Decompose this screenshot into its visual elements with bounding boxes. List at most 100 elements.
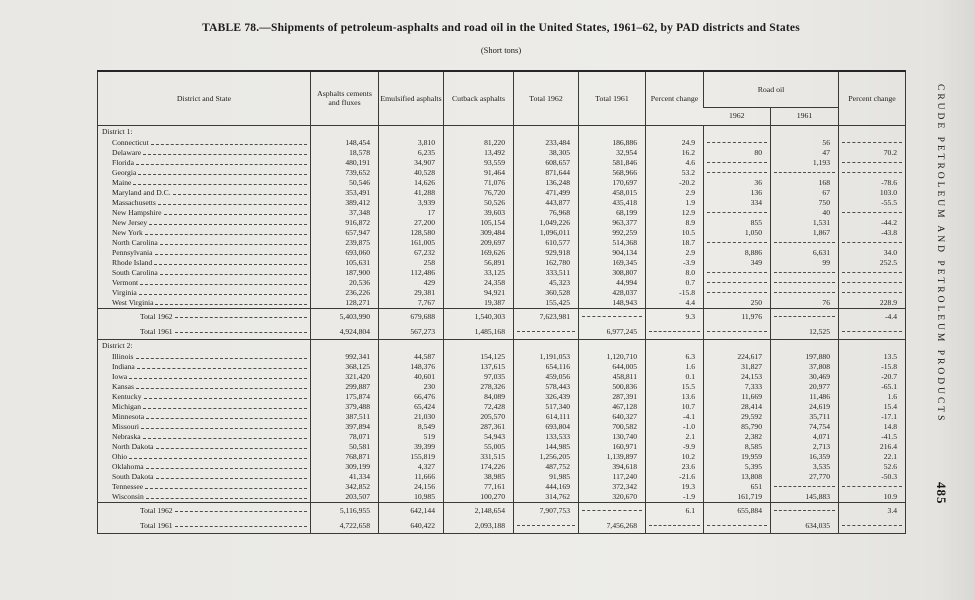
side-running-title: CRUDE PETROLEUM AND PETROLEUM PRODUCTS [935, 84, 945, 424]
row-label: Rhode Island [98, 258, 311, 268]
cell-value: 53.2 [645, 167, 704, 178]
cell-value: 1.6 [645, 361, 704, 372]
row-label: Oklahoma [98, 462, 311, 472]
leader-dots [842, 282, 903, 283]
cell-value: 24,619 [769, 401, 839, 412]
leader-dots [842, 162, 903, 163]
leader-dots [842, 330, 903, 332]
cell-value: 133,533 [513, 431, 579, 442]
cell-value: 71,076 [443, 177, 514, 188]
cell-value: 634,035 [769, 517, 839, 534]
leader-dots [842, 142, 903, 143]
table-row: Rhode Island 105,631 258 56,891 162,780 169,3… [98, 257, 906, 268]
cell-value: 10.2 [645, 451, 704, 462]
cell-value: 1,867 [769, 227, 839, 238]
leader-dots [142, 437, 307, 439]
cell-value: 6,977,245 [578, 323, 646, 340]
cell-value: 2,148,654 [443, 501, 514, 518]
cell-value: 2.1 [645, 431, 704, 442]
cell-value: 11,976 [703, 307, 771, 324]
cell-value: 349 [703, 257, 771, 268]
cell-value: 2,093,188 [443, 517, 514, 534]
leader-dots [144, 233, 307, 235]
cell-value: 654,116 [513, 361, 579, 372]
cell-value [769, 501, 839, 518]
leader-dots [143, 153, 307, 155]
cell-value: 29,381 [378, 287, 444, 298]
row-label: Connecticut [98, 138, 311, 148]
cell-value: 136,248 [513, 177, 579, 188]
row-label: Michigan [98, 402, 311, 412]
cell-value: 11,666 [378, 471, 444, 482]
cell-value [769, 267, 839, 278]
cell-value: 24,358 [443, 277, 514, 288]
cell-value: 144,985 [513, 441, 579, 452]
cell-value: 100,270 [443, 491, 514, 502]
cell-value [769, 307, 839, 324]
leader-dots [135, 357, 307, 359]
cell-value: 50,546 [310, 177, 379, 188]
cell-value: 651 [703, 481, 771, 492]
leader-dots [174, 317, 307, 318]
empty-cell [703, 339, 771, 352]
cell-value: 14,626 [378, 177, 444, 188]
cell-value: 186,886 [578, 137, 646, 148]
leader-dots [154, 263, 307, 265]
cell-value: 739,652 [310, 167, 379, 178]
cell-value: -15.8 [838, 361, 906, 372]
cell-value [513, 323, 579, 340]
leader-dots [155, 477, 307, 479]
cell-value: 1,191,053 [513, 351, 579, 362]
cell-value [703, 267, 771, 278]
table-row: Iowa 321,420 40,601 97,035 459,056 458,811 0.1… [98, 371, 906, 382]
table-row: New Jersey 916,872 27,200 105,154 1,049,226 9… [98, 217, 906, 228]
cell-value: 443,877 [513, 197, 579, 208]
cell-value: 471,499 [513, 187, 579, 198]
cell-value: 963,377 [578, 217, 646, 228]
cell-value: 22.1 [838, 451, 906, 462]
table-row: Indiana 368,125 148,376 137,615 654,116 644,0… [98, 361, 906, 372]
cell-value: 44,994 [578, 277, 646, 288]
cell-value: 679,688 [378, 307, 444, 324]
cell-value: 1,139,897 [578, 451, 646, 462]
cell-value: 168 [769, 177, 839, 188]
row-label: South Carolina [98, 268, 311, 278]
cell-value: 145,883 [769, 491, 839, 502]
cell-value: 2.9 [645, 187, 704, 198]
table-row: Illinois 992,341 44,587 154,125 1,191,053 1,1… [98, 351, 906, 362]
cell-value: 13.5 [838, 351, 906, 362]
cell-value [838, 157, 906, 168]
cell-value: 30,469 [769, 371, 839, 382]
leader-dots [842, 172, 903, 173]
cell-value: 1,049,226 [513, 217, 579, 228]
empty-cell [378, 339, 444, 352]
leader-dots [163, 213, 307, 215]
cell-value: 614,111 [513, 411, 579, 422]
cell-value: -44.2 [838, 217, 906, 228]
cell-value: 130,740 [578, 431, 646, 442]
cell-value [838, 481, 906, 492]
cell-value: 4,722,658 [310, 517, 379, 534]
cell-value: 148,454 [310, 137, 379, 148]
cell-value [703, 323, 771, 340]
cell-value: 8.9 [645, 217, 704, 228]
leader-dots [774, 282, 836, 283]
cell-value: 855 [703, 217, 771, 228]
col-header-total-1961: Total 1961 [578, 71, 646, 126]
empty-cell [769, 339, 839, 352]
cell-value: 389,412 [310, 197, 379, 208]
cell-value: 36 [703, 177, 771, 188]
cell-value: 1.6 [838, 391, 906, 402]
cell-value: 320,670 [578, 491, 646, 502]
cell-value: 0.1 [645, 371, 704, 382]
leader-dots [707, 162, 767, 163]
cell-value: 379,488 [310, 401, 379, 412]
leader-dots [774, 315, 836, 317]
cell-value: 19,959 [703, 451, 771, 462]
cell-value: 21,030 [378, 411, 444, 422]
col-header-state: District and State [97, 71, 311, 126]
cell-value [703, 167, 771, 178]
row-label: Tennessee [98, 482, 311, 492]
table-subtitle: (Short tons) [480, 45, 522, 55]
leader-dots [842, 486, 903, 487]
